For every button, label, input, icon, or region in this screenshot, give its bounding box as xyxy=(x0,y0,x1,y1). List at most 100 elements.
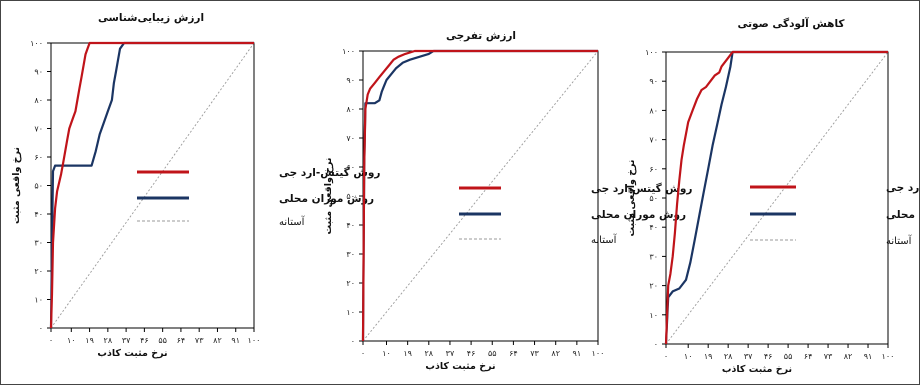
x-tick-label: ١٩ xyxy=(403,349,412,358)
x-tick-label: ۶۴ xyxy=(804,352,813,361)
x-tick-label: ٠ xyxy=(664,352,668,361)
y-tick-label: ٧٠ xyxy=(34,125,43,134)
x-tick-label: ۵۵ xyxy=(158,336,167,345)
y-tick-label: ٩٠ xyxy=(649,77,658,86)
x-axis-label: نرخ مثبت کاذب xyxy=(97,348,167,359)
legend-label-1: روش گیتس-ارد جی xyxy=(886,181,919,194)
y-tick-label: ١٠٠ xyxy=(342,47,355,56)
x-tick-label: ١٠ xyxy=(382,349,391,358)
legend-label-2: روش موران محلی xyxy=(886,209,919,221)
x-tick-label: ٩١ xyxy=(864,352,873,361)
y-axis-label: نرخ واقعی مثبت xyxy=(323,158,334,235)
roc-panel-3: کاهش آلودگی صوتی ٠ ١٠ ٢٠ ٣٠ ۴٠ ۵٠ ۶٠ ٧٠ ٨٠ ٩٠ ١٠٠ ٠ ١… xyxy=(626,17,919,375)
roc-panel-1: ارزش زیبایی‌شناسی٠١٠٢٠٣٠۴٠۵٠۶٠٧٠٨٠٩٠١٠٠٠… xyxy=(11,12,380,359)
legend-label-2: روش موران محلی xyxy=(279,193,374,205)
legend-label-3: آستانه xyxy=(279,215,306,228)
y-tick-label: ٧٠ xyxy=(649,136,658,145)
x-tick-label: ٩١ xyxy=(573,349,582,358)
x-tick-label: ٩١ xyxy=(231,336,240,345)
series-line-1 xyxy=(49,41,254,329)
legend-label-2: روش موران محلی xyxy=(591,209,686,221)
x-axis-label: نرخ مثبت کاذب xyxy=(425,361,495,372)
x-tick-label: ٨٢ xyxy=(213,336,222,345)
y-tick-label: ٨٠ xyxy=(649,106,658,115)
y-tick-label: ۶٠ xyxy=(649,165,658,174)
x-tick-label: ٨٢ xyxy=(551,349,560,358)
x-tick-label: ۶۴ xyxy=(177,336,186,345)
y-tick-label: ٨٠ xyxy=(34,96,43,105)
legend-label-1: روش گیتس-ارد جی xyxy=(279,166,380,179)
y-tick-label: ٣٠ xyxy=(34,239,43,248)
x-tick-label: ١٩ xyxy=(704,352,713,361)
series-line-3 xyxy=(50,42,255,329)
y-tick-label: ٣٠ xyxy=(346,250,355,259)
x-tick-label: ١٠٠ xyxy=(592,349,605,358)
series-line-3 xyxy=(665,51,889,345)
series-line-3 xyxy=(362,50,599,342)
y-tick-label: ١٠ xyxy=(34,296,43,305)
y-tick-label: ۴٠ xyxy=(649,223,658,232)
series-line-2 xyxy=(664,50,888,345)
x-axis-label: نرخ مثبت کاذب xyxy=(722,364,792,375)
series-line-2 xyxy=(361,49,598,342)
y-tick-label: ٠ xyxy=(39,324,43,333)
x-tick-label: ٧٣ xyxy=(824,352,833,361)
x-tick-label: ٧٣ xyxy=(195,336,204,345)
x-tick-label: ۴۶ xyxy=(467,349,476,358)
y-tick-label: ٩٠ xyxy=(34,68,43,77)
x-tick-label: ٣٧ xyxy=(446,349,455,358)
x-tick-label: ۵۵ xyxy=(488,349,497,358)
y-tick-label: ۴٠ xyxy=(34,210,43,219)
x-tick-label: ١٠ xyxy=(67,336,76,345)
y-axis-label: نرخ واقعی مثبت xyxy=(626,160,637,237)
x-tick-label: ١٩ xyxy=(85,336,94,345)
x-tick-label: ٠ xyxy=(49,336,53,345)
x-tick-label: ١٠٠ xyxy=(882,352,895,361)
y-tick-label: ۶٠ xyxy=(346,163,355,172)
y-tick-label: ١٠٠ xyxy=(30,39,43,48)
y-tick-label: ٨٠ xyxy=(346,105,355,114)
series-line-2 xyxy=(49,41,254,329)
x-tick-label: ٢٨ xyxy=(425,349,434,358)
x-tick-label: ٢٨ xyxy=(104,336,113,345)
x-tick-label: ۶۴ xyxy=(509,349,518,358)
series-line-1 xyxy=(664,50,888,345)
legend-label-3: آستانه xyxy=(591,233,618,246)
x-tick-label: ٣٧ xyxy=(744,352,753,361)
y-tick-label: ٧٠ xyxy=(346,134,355,143)
x-tick-label: ١٠٠ xyxy=(248,336,261,345)
y-tick-label: ٠ xyxy=(654,340,658,349)
y-tick-label: ١٠٠ xyxy=(645,48,658,57)
y-tick-label: ٢٠ xyxy=(346,279,355,288)
x-tick-label: ۵۵ xyxy=(784,352,793,361)
x-tick-label: ٨٢ xyxy=(844,352,853,361)
x-tick-label: ١٠ xyxy=(684,352,693,361)
y-tick-label: ۶٠ xyxy=(34,153,43,162)
x-tick-label: ٢٨ xyxy=(724,352,733,361)
y-tick-label: ١٠ xyxy=(649,311,658,320)
series-line-1 xyxy=(361,49,598,342)
y-tick-label: ۵٠ xyxy=(649,194,658,203)
x-tick-label: ٠ xyxy=(361,349,365,358)
chart-title: ارزش تفرجی xyxy=(446,30,516,42)
y-tick-label: ٣٠ xyxy=(649,252,658,261)
x-tick-label: ۴۶ xyxy=(764,352,773,361)
y-tick-label: ۴٠ xyxy=(346,221,355,230)
y-tick-label: ۵٠ xyxy=(346,192,355,201)
y-tick-label: ٩٠ xyxy=(346,76,355,85)
x-tick-label: ۴۶ xyxy=(140,336,149,345)
y-tick-label: ۵٠ xyxy=(34,182,43,191)
y-tick-label: ٢٠ xyxy=(649,282,658,291)
y-axis-label: نرخ واقعی مثبت xyxy=(11,147,22,224)
legend-label-3: آستانه xyxy=(886,234,913,247)
x-tick-label: ٧٣ xyxy=(530,349,539,358)
y-tick-label: ٢٠ xyxy=(34,267,43,276)
chart-title: ارزش زیبایی‌شناسی xyxy=(98,12,204,24)
y-tick-label: ٠ xyxy=(351,337,355,346)
y-tick-label: ١٠ xyxy=(346,308,355,317)
x-tick-label: ٣٧ xyxy=(122,336,131,345)
chart-title: کاهش آلودگی صوتی xyxy=(737,17,845,30)
